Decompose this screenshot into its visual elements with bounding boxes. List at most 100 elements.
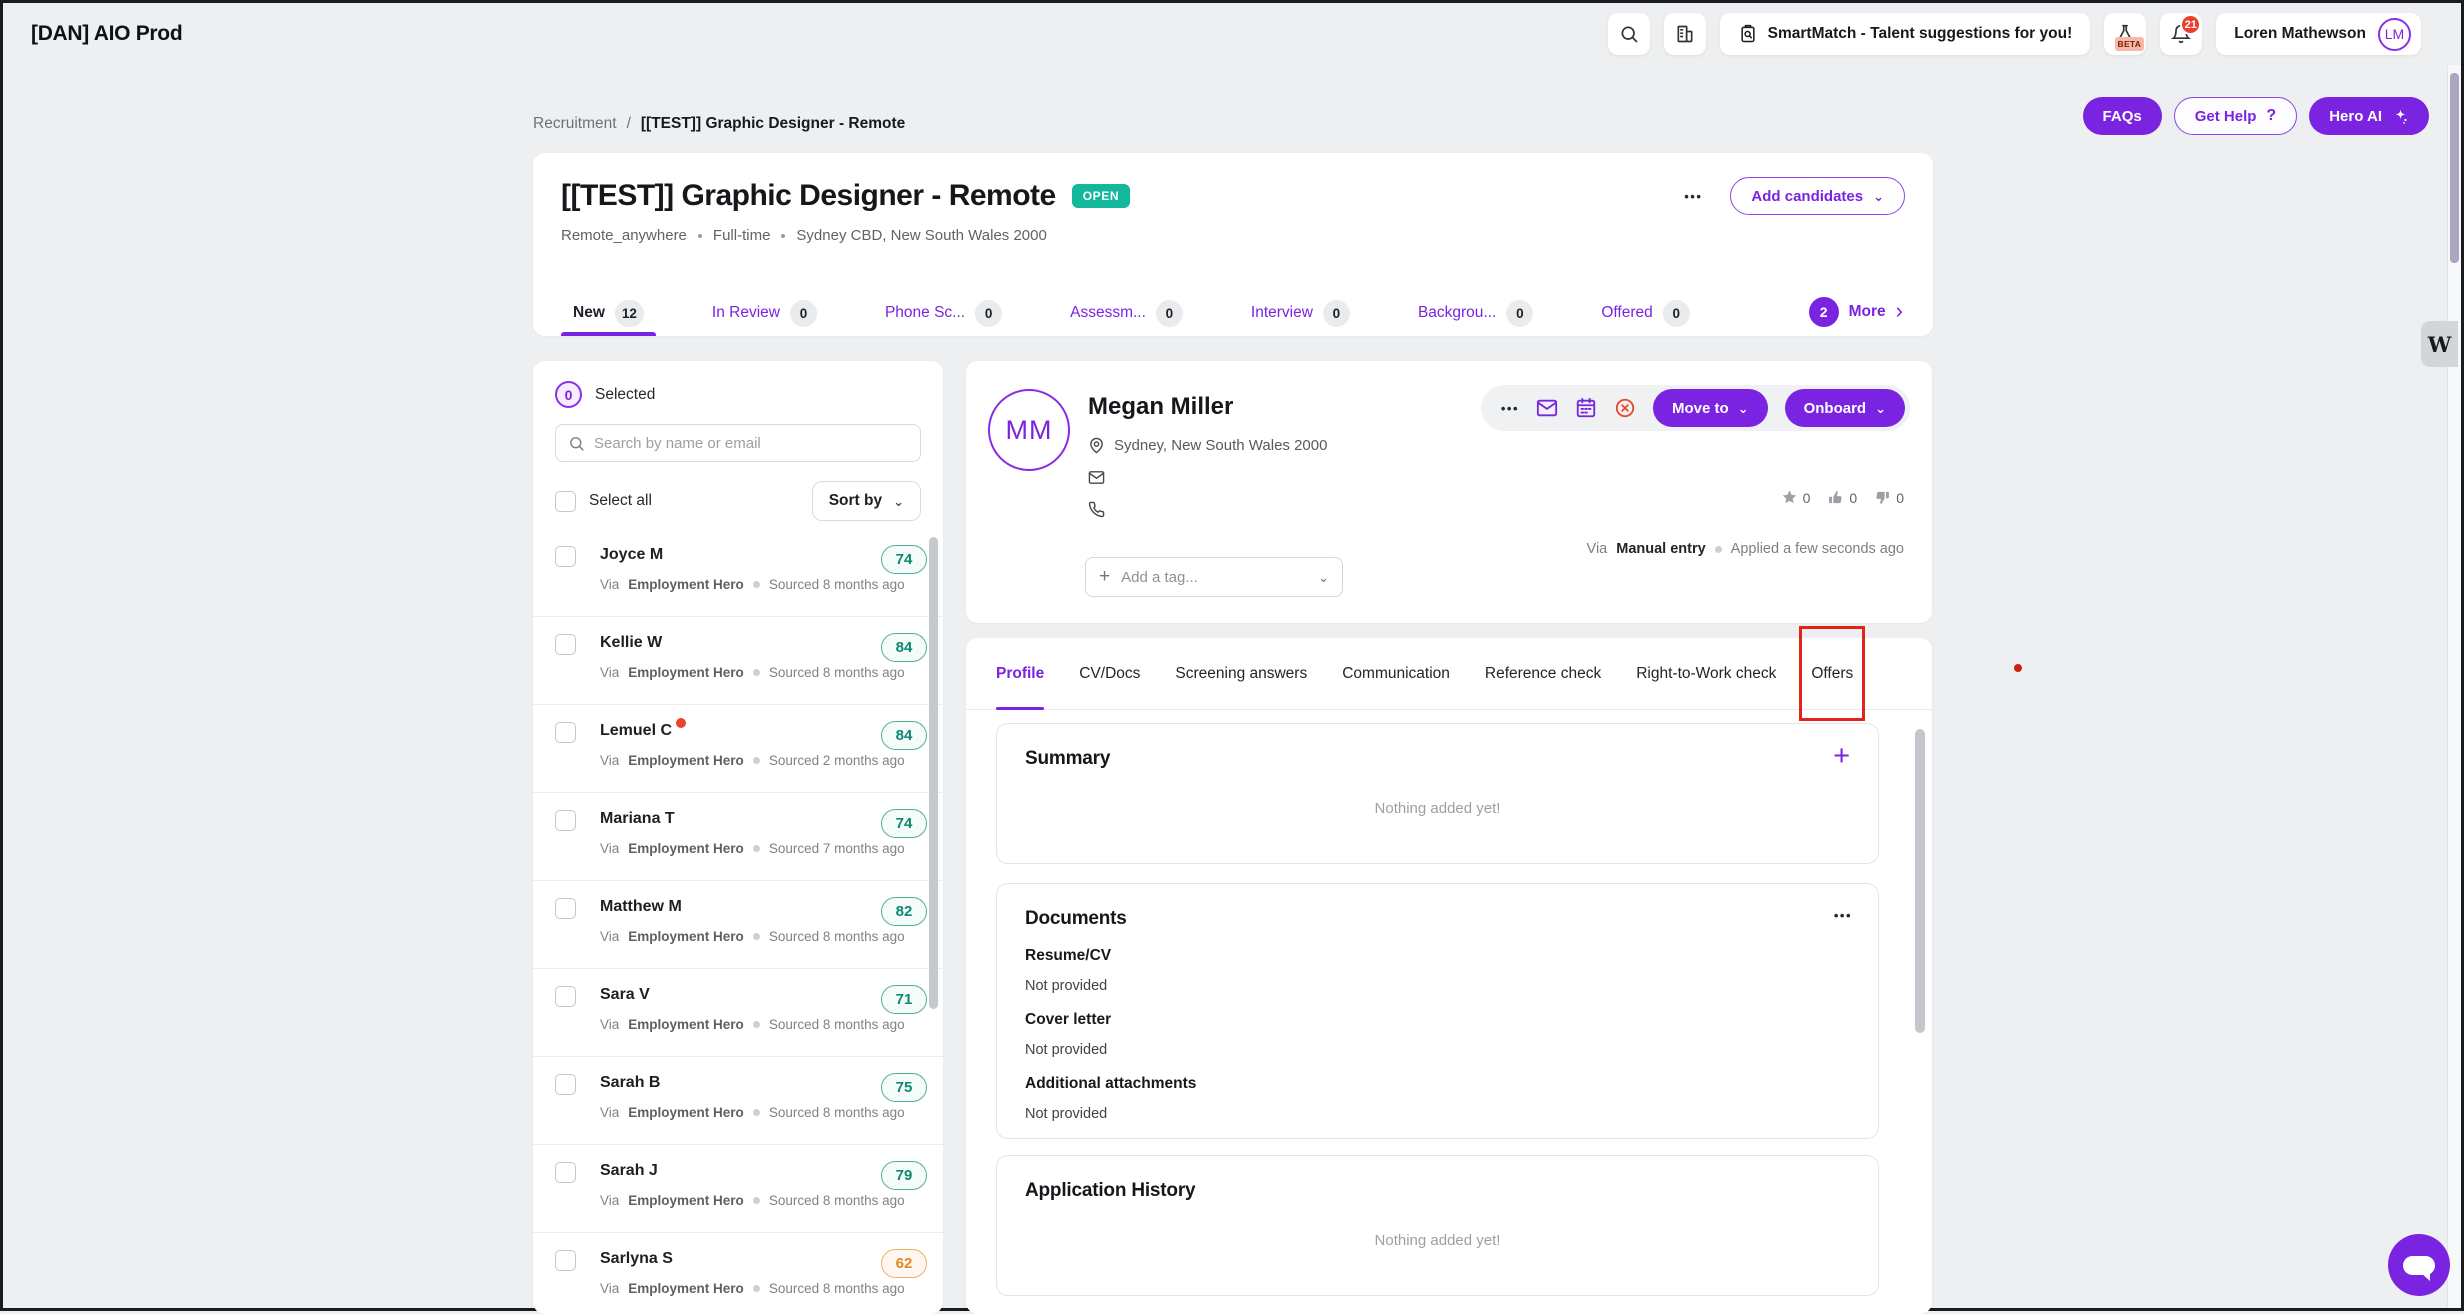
detail-tab[interactable]: Offers: [1799, 626, 1866, 721]
detail-tab[interactable]: Right-to-Work check: [1636, 664, 1777, 682]
stage-tab[interactable]: Assessm... 0: [1058, 290, 1195, 336]
stage-count-badge: 0: [789, 299, 817, 327]
candidate-row[interactable]: Sara V Via Employment Hero Sourced 8 mon…: [533, 969, 943, 1057]
more-stages-button[interactable]: 2 More ›: [1808, 297, 1903, 327]
candidate-checkbox[interactable]: [555, 546, 576, 567]
applied-time: Applied a few seconds ago: [1730, 541, 1904, 557]
global-search-button[interactable]: [1607, 13, 1650, 55]
candidate-location: Sydney, New South Wales 2000: [1088, 437, 1327, 454]
candidate-row[interactable]: Lemuel C Via Employment Hero Sourced 2 m…: [533, 705, 943, 793]
candidate-row[interactable]: Mariana T Via Employment Hero Sourced 7 …: [533, 793, 943, 881]
documents-kebab-menu[interactable]: •••: [1833, 908, 1852, 923]
plus-icon: +: [1099, 566, 1111, 587]
move-to-button[interactable]: Move to ⌄: [1653, 389, 1768, 427]
stage-tab[interactable]: Backgrou... 0: [1406, 290, 1545, 336]
candidate-name: Sara V: [600, 986, 650, 1003]
candidate-checkbox[interactable]: [555, 1250, 576, 1271]
via-label: Via: [600, 1017, 620, 1032]
stage-tab-label: New: [573, 304, 605, 321]
stage-tab-label: In Review: [711, 304, 780, 321]
chevron-down-icon: ⌄: [1875, 400, 1886, 416]
stage-tab-label: Offered: [1601, 304, 1653, 321]
stage-tab[interactable]: Phone Sc... 0: [873, 290, 1014, 336]
select-all-checkbox[interactable]: [555, 490, 576, 512]
add-summary-button[interactable]: +: [1833, 740, 1850, 772]
topbar: [DAN] AIO Prod SmartMatch - Talent sugge…: [3, 3, 2461, 65]
user-menu[interactable]: Loren Mathewson LM: [2216, 13, 2421, 55]
document-label: Resume/CV: [1025, 947, 1112, 964]
thumbs-down[interactable]: 0: [1874, 489, 1904, 506]
via-label: Via: [600, 929, 620, 944]
detail-scrollbar[interactable]: [1915, 729, 1925, 1033]
hero-ai-label: Hero AI: [2329, 107, 2382, 125]
detail-tab[interactable]: CV/Docs: [1079, 664, 1141, 682]
schedule-icon[interactable]: [1575, 397, 1597, 419]
candidate-checkbox[interactable]: [555, 634, 576, 655]
candidate-checkbox[interactable]: [555, 986, 576, 1007]
candidate-checkbox[interactable]: [555, 898, 576, 919]
candidate-name: Sarah J: [600, 1162, 658, 1179]
detail-tab[interactable]: Profile: [996, 638, 1045, 710]
browser-scrollbar[interactable]: [2447, 65, 2461, 1308]
add-tag-dropdown[interactable]: + Add a tag... ⌄: [1085, 557, 1343, 597]
candidate-list-scrollbar[interactable]: [929, 537, 938, 1009]
sort-by-button[interactable]: Sort by ⌄: [811, 481, 921, 521]
labs-button[interactable]: BETA: [2104, 13, 2147, 55]
stage-count-badge: 0: [1155, 299, 1183, 327]
source-name: Employment Hero: [628, 1281, 744, 1296]
candidate-checkbox[interactable]: [555, 1162, 576, 1183]
add-candidates-button[interactable]: Add candidates ⌄: [1730, 177, 1905, 215]
source-name: Employment Hero: [628, 753, 744, 768]
document-row: Cover letter Not provided: [1025, 1011, 1850, 1058]
via-label: Via: [1586, 541, 1608, 557]
candidate-checkbox[interactable]: [555, 722, 576, 743]
notifications-button[interactable]: 21: [2160, 13, 2203, 55]
job-kebab-menu[interactable]: •••: [1684, 188, 1703, 204]
candidate-row[interactable]: Joyce M Via Employment Hero Sourced 8 mo…: [533, 529, 943, 617]
detail-tab[interactable]: Communication: [1342, 664, 1450, 682]
select-all-label: Select all: [589, 492, 652, 509]
candidate-profile-card: MM Megan Miller Sydney, New South Wales …: [966, 361, 1932, 623]
candidate-search-input[interactable]: [594, 434, 908, 452]
dot-separator: [752, 669, 760, 676]
candidate-source-line: Via Employment Hero Sourced 8 months ago: [600, 1281, 905, 1296]
candidate-row[interactable]: Kellie W Via Employment Hero Sourced 8 m…: [533, 617, 943, 705]
onboard-button[interactable]: Onboard ⌄: [1784, 389, 1905, 427]
detail-tab[interactable]: Reference check: [1484, 664, 1602, 682]
sourced-time: Sourced 8 months ago: [768, 929, 905, 944]
application-history-section: Application History Nothing added yet!: [996, 1155, 1879, 1296]
stage-tab[interactable]: New 12: [561, 290, 656, 336]
match-score-badge: 71: [881, 985, 927, 1014]
thumbs-up[interactable]: 0: [1827, 489, 1857, 506]
detail-tab[interactable]: Screening answers: [1175, 664, 1308, 682]
send-email-icon[interactable]: [1536, 397, 1558, 419]
via-label: Via: [600, 577, 620, 592]
widget-tab[interactable]: W: [2421, 321, 2458, 367]
dot-separator: [752, 757, 760, 764]
candidate-row[interactable]: Sarah B Via Employment Hero Sourced 8 mo…: [533, 1057, 943, 1145]
smartmatch-banner[interactable]: SmartMatch - Talent suggestions for you!: [1719, 13, 2091, 55]
organisation-button[interactable]: [1663, 13, 1706, 55]
star-rating[interactable]: 0: [1781, 489, 1810, 506]
stage-tab[interactable]: In Review 0: [700, 290, 829, 336]
stage-tab[interactable]: Interview 0: [1239, 290, 1362, 336]
candidate-kebab-menu[interactable]: •••: [1500, 400, 1520, 416]
stage-tab[interactable]: Offered 0: [1589, 290, 1701, 336]
get-help-button[interactable]: Get Help ?: [2173, 97, 2298, 135]
breadcrumb-parent[interactable]: Recruitment: [533, 115, 617, 132]
reject-icon[interactable]: [1614, 397, 1636, 419]
application-source: Manual entry: [1616, 541, 1706, 557]
candidate-checkbox[interactable]: [555, 1074, 576, 1095]
candidate-row[interactable]: Matthew M Via Employment Hero Sourced 8 …: [533, 881, 943, 969]
candidate-row[interactable]: Sarlyna S Via Employment Hero Sourced 8 …: [533, 1233, 943, 1314]
summary-empty-text: Nothing added yet!: [1374, 800, 1501, 817]
candidate-checkbox[interactable]: [555, 810, 576, 831]
hero-ai-button[interactable]: Hero AI: [2309, 97, 2429, 135]
faqs-button[interactable]: FAQs: [2082, 97, 2162, 135]
browser-scrollbar-thumb[interactable]: [2450, 73, 2459, 263]
candidate-row[interactable]: Sarah J Via Employment Hero Sourced 8 mo…: [533, 1145, 943, 1233]
via-label: Via: [600, 841, 620, 856]
dot-separator: [752, 1109, 760, 1116]
candidate-list: Joyce M Via Employment Hero Sourced 8 mo…: [533, 529, 943, 1314]
chat-button[interactable]: [2388, 1234, 2450, 1296]
